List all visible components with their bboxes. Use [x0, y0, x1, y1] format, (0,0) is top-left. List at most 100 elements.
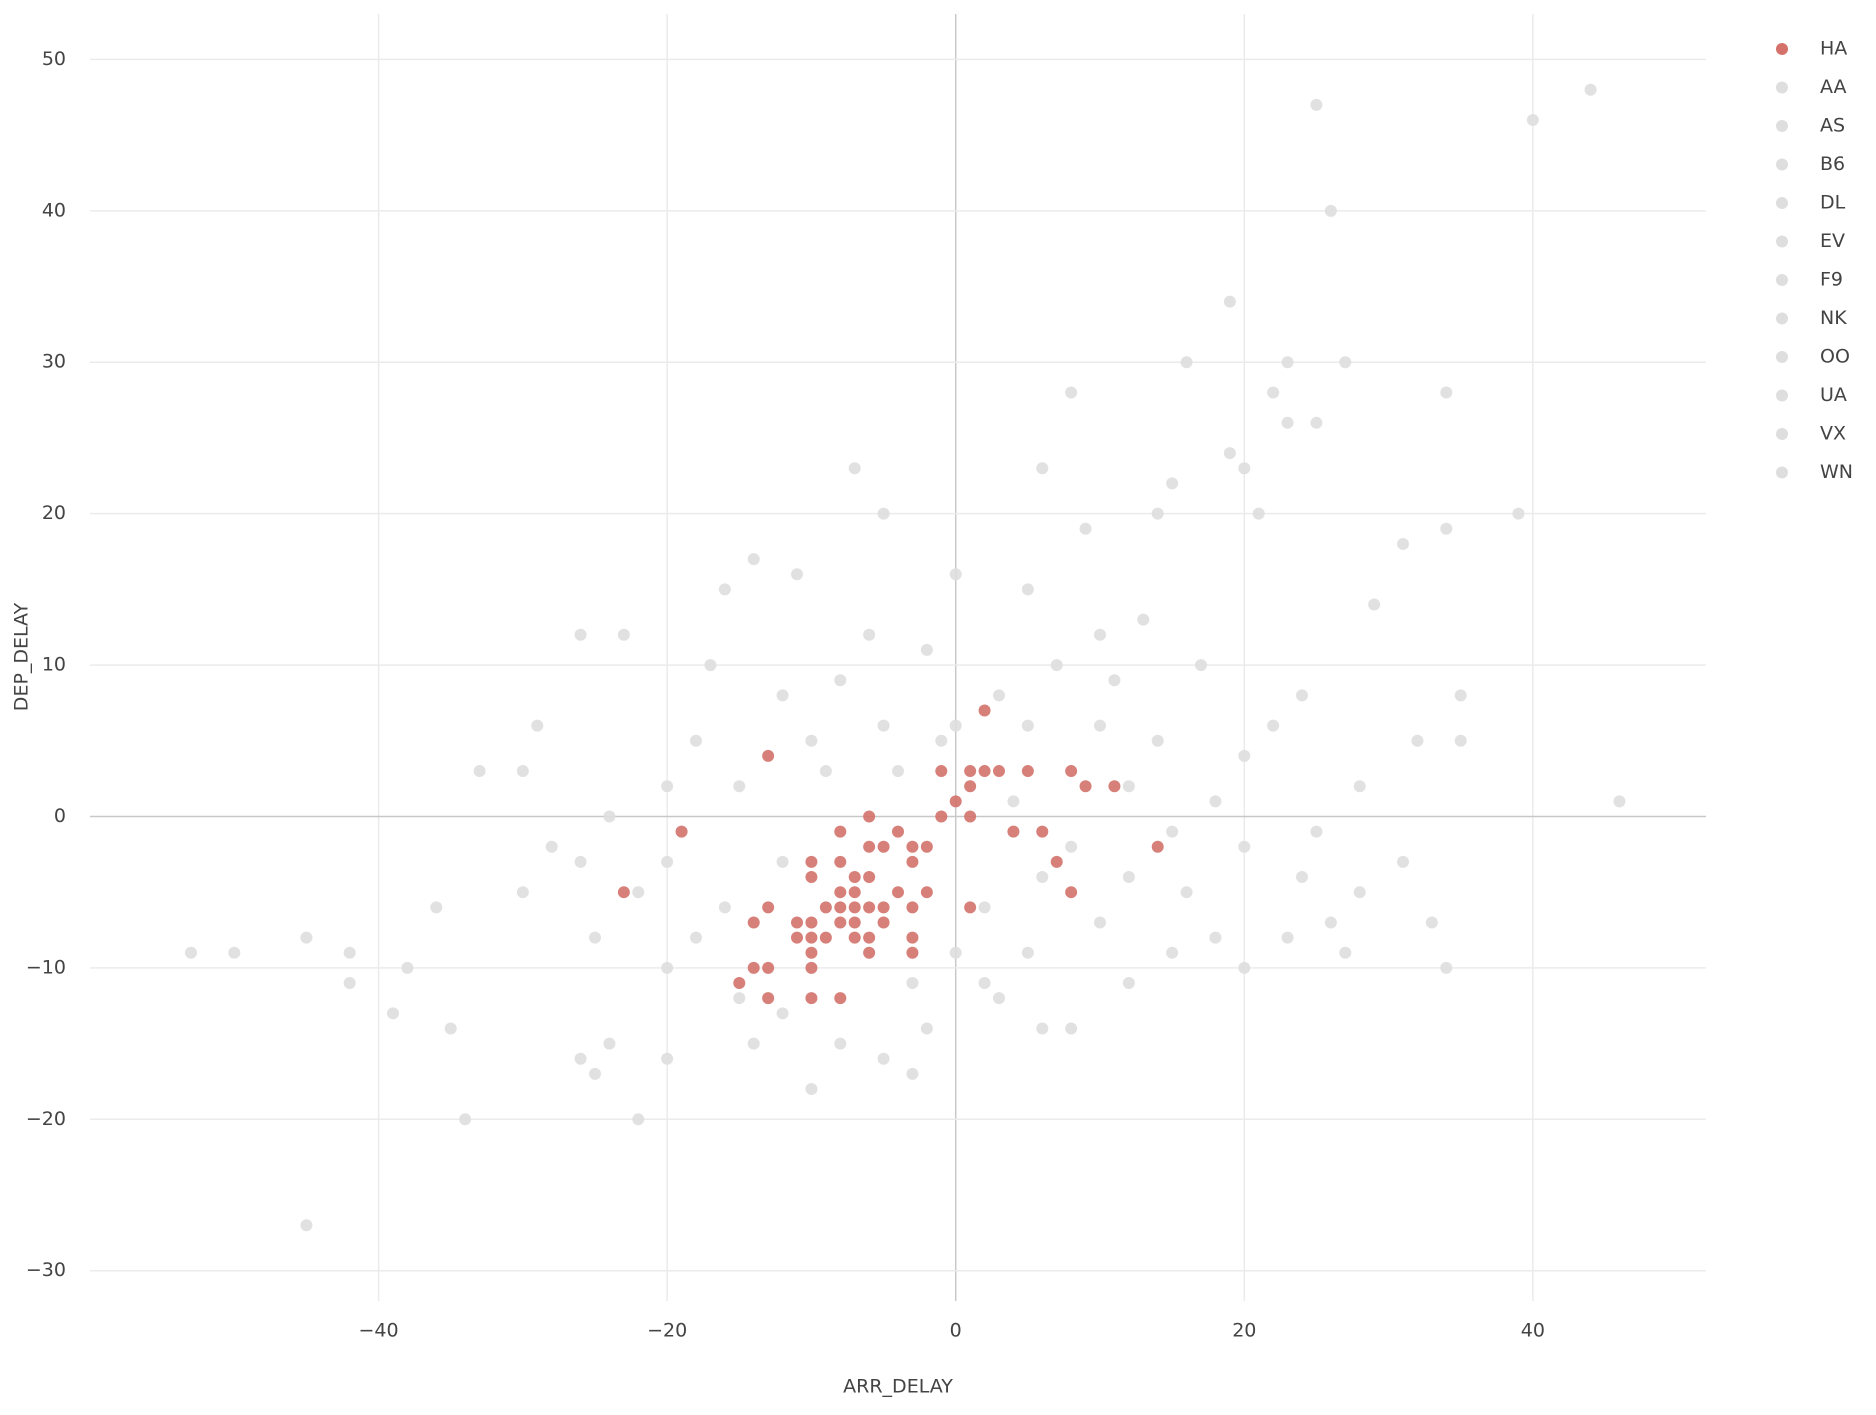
point — [978, 704, 991, 717]
point — [1065, 886, 1078, 899]
point — [1007, 795, 1020, 808]
point — [762, 901, 775, 914]
point — [675, 825, 688, 838]
point — [1397, 855, 1409, 868]
legend-item[interactable]: OO — [1776, 346, 1850, 368]
point — [1310, 825, 1323, 838]
legend-item[interactable]: DL — [1776, 192, 1846, 214]
point — [661, 1052, 674, 1065]
point — [1021, 583, 1034, 596]
legend-label[interactable]: AA — [1820, 76, 1847, 98]
point — [1094, 916, 1106, 929]
legend-item[interactable]: UA — [1776, 384, 1847, 406]
legend-item[interactable]: HA — [1776, 38, 1847, 60]
legend-item[interactable]: B6 — [1776, 153, 1845, 175]
legend-label[interactable]: EV — [1820, 230, 1845, 252]
legend-label[interactable]: UA — [1820, 384, 1847, 406]
point — [1440, 386, 1453, 399]
legend-label[interactable]: F9 — [1820, 269, 1843, 291]
point — [863, 931, 876, 944]
legend-label[interactable]: VX — [1820, 423, 1846, 445]
legend-label[interactable]: NK — [1820, 307, 1847, 329]
point — [978, 765, 991, 778]
point — [228, 946, 241, 959]
point — [1166, 477, 1179, 490]
legend-item[interactable]: AS — [1776, 115, 1845, 137]
point — [1180, 356, 1193, 369]
point — [848, 871, 861, 884]
point — [1094, 628, 1106, 641]
series-nk — [776, 583, 1366, 929]
point — [1454, 734, 1467, 747]
point — [1425, 916, 1438, 929]
point — [1411, 734, 1424, 747]
legend-label[interactable]: AS — [1820, 115, 1845, 137]
legend-item[interactable]: NK — [1776, 307, 1847, 329]
legend-label[interactable]: B6 — [1820, 153, 1845, 175]
y-axis-title: DEP_DELAY — [11, 602, 33, 711]
point — [1036, 871, 1049, 884]
point — [1613, 795, 1626, 808]
point — [920, 1022, 933, 1035]
point — [690, 931, 702, 944]
legend-item[interactable]: WN — [1776, 461, 1853, 483]
legend-item[interactable]: AA — [1776, 76, 1847, 98]
point — [906, 840, 919, 853]
point — [1281, 931, 1294, 944]
point — [1440, 522, 1453, 535]
point — [892, 765, 904, 778]
y-tick-label: 30 — [42, 351, 66, 373]
point — [848, 916, 861, 929]
point — [1281, 356, 1294, 369]
point — [632, 886, 645, 899]
point — [964, 780, 977, 793]
point — [617, 886, 630, 899]
grid: −40 −20 0 20 40 −30 −20 −10 0 10 20 30 40 50 — [26, 14, 1706, 1342]
point — [805, 961, 818, 974]
point — [935, 765, 948, 778]
point — [1209, 931, 1222, 944]
point — [747, 1037, 760, 1050]
legend-label[interactable]: DL — [1820, 192, 1846, 214]
point — [1180, 886, 1193, 899]
point — [776, 855, 789, 868]
legend-item[interactable]: EV — [1776, 230, 1845, 252]
point — [661, 780, 674, 793]
legend: HA AA AS B6 DL EV F9 NK OO UA VX WN — [1776, 38, 1853, 483]
point — [1137, 613, 1150, 626]
point — [949, 795, 962, 808]
point — [920, 643, 933, 656]
point — [762, 992, 775, 1005]
point — [1021, 765, 1034, 778]
point — [531, 719, 544, 732]
legend-label[interactable]: OO — [1820, 346, 1850, 368]
point — [1353, 886, 1366, 899]
point — [632, 1113, 645, 1126]
legend-item[interactable]: F9 — [1776, 269, 1843, 291]
legend-marker — [1776, 197, 1788, 209]
x-axis-title: ARR_DELAY — [843, 1376, 953, 1398]
point — [877, 1052, 890, 1065]
point — [1166, 946, 1179, 959]
point — [776, 1007, 789, 1020]
legend-marker — [1776, 158, 1788, 171]
legend-item[interactable]: VX — [1776, 423, 1846, 445]
point — [516, 765, 529, 778]
point — [1079, 780, 1092, 793]
point — [733, 780, 746, 793]
y-tick-label: 40 — [42, 199, 66, 221]
legend-marker — [1776, 43, 1788, 55]
point — [877, 916, 890, 929]
point — [805, 855, 818, 868]
point — [1339, 946, 1352, 959]
legend-label[interactable]: HA — [1820, 38, 1847, 60]
point — [387, 1007, 399, 1020]
series-as — [1065, 113, 1539, 460]
point — [1050, 855, 1063, 868]
legend-label[interactable]: WN — [1820, 461, 1853, 483]
point — [834, 674, 847, 687]
point — [819, 765, 832, 778]
point — [993, 765, 1005, 778]
point — [978, 977, 991, 990]
